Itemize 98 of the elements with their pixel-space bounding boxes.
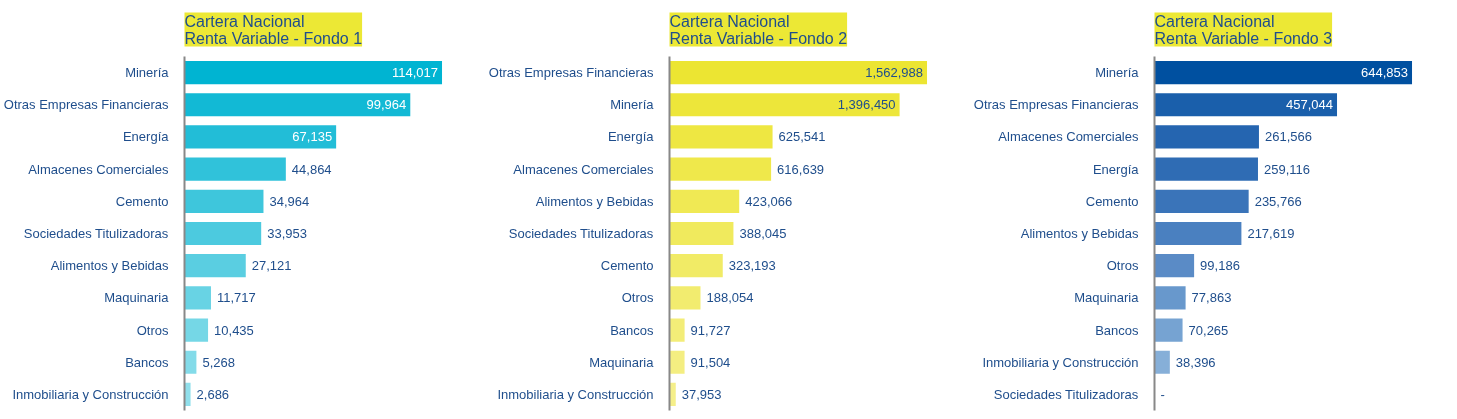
data-label: 114,017 (392, 65, 439, 81)
data-label: 11,717 (216, 290, 256, 306)
bar (1154, 157, 1258, 181)
data-label: 2,686 (196, 386, 230, 402)
data-label: 5,268 (202, 354, 235, 370)
bar (669, 93, 900, 117)
bar (184, 318, 209, 342)
text: - (1160, 386, 1165, 402)
bar (669, 318, 685, 342)
y-tick-label: Minería (610, 97, 655, 113)
y-tick-label: Inmobiliaria y Construcción (982, 354, 1139, 370)
data-label: 34,964 (269, 193, 310, 209)
y-tick-label: Minería (125, 65, 170, 81)
y-tick-label: Minería (1095, 65, 1140, 81)
data-label: 423,066 (745, 193, 793, 209)
y-tick-label: Maquinaria (1074, 290, 1140, 306)
y-tick-label: Energía (607, 129, 655, 145)
data-label: 625,541 (778, 129, 826, 145)
y-tick-label: Otras Empresas Financieras (488, 65, 654, 81)
bar (1154, 93, 1338, 117)
data-label: 644,853 (1361, 65, 1409, 81)
data-label: 261,566 (1264, 129, 1312, 145)
data-label: 457,044 (1286, 97, 1334, 113)
y-tick-label: Almacenes Comerciales (28, 161, 169, 177)
y-tick-label: Sociedades Titulizadoras (23, 226, 169, 241)
data-label: 10,435 (214, 322, 254, 338)
bar (1154, 221, 1242, 246)
bar (669, 157, 772, 181)
data-label: 91,727 (690, 322, 731, 338)
y-tick-label: Cemento (1085, 193, 1139, 209)
y-tick-label: Otros (1106, 258, 1139, 274)
data-label: 77,863 (1191, 290, 1232, 306)
bar (184, 254, 246, 278)
y-tick-label: Energía (1092, 161, 1140, 177)
y-tick-label: Sociedades Titulizadoras (508, 226, 654, 241)
data-label: 616,639 (777, 161, 825, 177)
chart-title: Cartera Nacional Renta Variable - Fondo 2 (669, 12, 848, 47)
data-label: 99,964 (366, 97, 407, 113)
y-tick-label: Bancos (610, 322, 654, 338)
y-tick-label: Sociedades Titulizadoras (993, 386, 1139, 402)
bar (1154, 61, 1413, 85)
y-tick-label: Almacenes Comerciales (513, 161, 654, 177)
data-label: 33,953 (267, 226, 307, 241)
data-label: 259,116 (1263, 161, 1311, 177)
bar (184, 125, 337, 149)
y-tick-label: Alimentos y Bebidas (535, 193, 654, 209)
data-label: 67,135 (292, 129, 333, 145)
y-tick-label: Bancos (125, 354, 169, 370)
data-label: 1,562,988 (865, 65, 924, 81)
y-tick-label: Otros (136, 322, 169, 338)
data-label: 99,186 (1200, 258, 1240, 274)
y-tick-label: Inmobiliaria y Construcción (12, 386, 169, 402)
data-label: 38,396 (1175, 354, 1216, 370)
bar (184, 157, 286, 181)
bar (184, 61, 443, 85)
y-tick-label: Cemento (115, 193, 169, 209)
bar (669, 189, 740, 213)
y-tick-label: Otros (621, 290, 654, 306)
data-label: 70,265 (1188, 322, 1229, 338)
chart-title: Cartera Nacional Renta Variable - Fondo 3 (1154, 12, 1333, 47)
bar (1154, 318, 1183, 342)
y-tick-label: Inmobiliaria y Construcción (497, 386, 654, 402)
bar (669, 61, 928, 85)
bar (1154, 189, 1249, 213)
data-label: 37,953 (681, 386, 722, 402)
data-label: 217,619 (1247, 226, 1295, 241)
data-label: 27,121 (251, 258, 292, 274)
data-label: 235,766 (1254, 193, 1302, 209)
y-tick-label: Otras Empresas Financieras (3, 97, 169, 113)
data-label: 44,864 (291, 161, 332, 177)
bar (669, 221, 734, 246)
bar (1154, 350, 1170, 374)
bar (669, 350, 685, 374)
y-tick-label: Maquinaria (104, 290, 170, 306)
chart-title: Cartera Nacional Renta Variable - Fondo 1 (184, 12, 363, 47)
bar (669, 286, 701, 310)
y-tick-label: Alimentos y Bebidas (1020, 226, 1139, 241)
bar (1154, 254, 1195, 278)
bar (184, 286, 211, 310)
bar (669, 125, 773, 149)
data-label: 91,504 (690, 354, 731, 370)
data-label: 323,193 (728, 258, 776, 274)
y-tick-label: Energía (122, 129, 170, 145)
data-label: 1,396,450 (837, 97, 896, 113)
data-label: 188,054 (706, 290, 754, 306)
y-tick-label: Otras Empresas Financieras (973, 97, 1139, 113)
y-tick-label: Bancos (1095, 322, 1139, 338)
bar (184, 189, 264, 213)
bar (1154, 286, 1186, 310)
bar (184, 93, 411, 117)
y-tick-label: Almacenes Comerciales (998, 129, 1139, 145)
bar (669, 254, 723, 278)
bar (1154, 125, 1259, 149)
bar (184, 221, 262, 246)
y-tick-label: Maquinaria (589, 354, 655, 370)
y-tick-label: Cemento (600, 258, 654, 274)
y-tick-label: Alimentos y Bebidas (50, 258, 169, 274)
data-label: 388,045 (739, 226, 787, 241)
